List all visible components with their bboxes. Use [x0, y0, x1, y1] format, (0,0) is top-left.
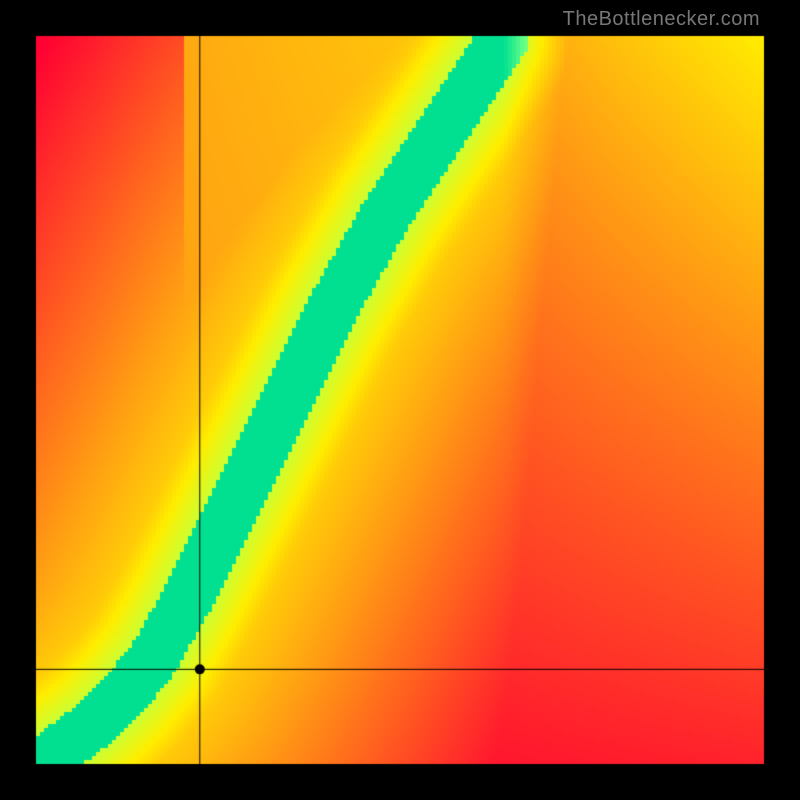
chart-container: TheBottlenecker.com: [0, 0, 800, 800]
watermark-text: TheBottlenecker.com: [563, 8, 760, 31]
bottleneck-heatmap: [0, 0, 800, 800]
